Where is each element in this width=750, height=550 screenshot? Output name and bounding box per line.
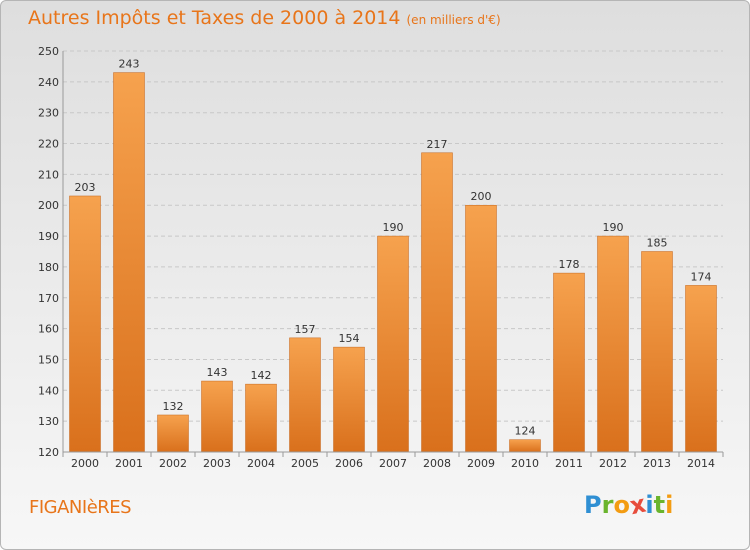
y-tick-label: 250 <box>38 45 59 58</box>
bar <box>245 383 277 453</box>
bar <box>465 204 497 453</box>
bar <box>69 195 101 453</box>
y-tick-label: 150 <box>38 353 59 366</box>
x-tick-label: 2000 <box>71 457 99 470</box>
x-tick-label: 2009 <box>467 457 495 470</box>
x-tick-label: 2010 <box>511 457 539 470</box>
bar <box>421 152 453 453</box>
bar <box>509 439 541 453</box>
bar <box>377 235 409 453</box>
y-tick-label: 130 <box>38 415 59 428</box>
x-tick-label: 2005 <box>291 457 319 470</box>
bar-value-label: 243 <box>119 58 140 71</box>
bar-value-label: 154 <box>339 332 360 345</box>
bar <box>289 337 321 453</box>
x-tick-label: 2004 <box>247 457 275 470</box>
y-tick-label: 140 <box>38 384 59 397</box>
commune-name: FIGANIèRES <box>29 497 132 518</box>
x-tick-label: 2011 <box>555 457 583 470</box>
logo-letter: i <box>645 491 654 519</box>
logo-letter: t <box>653 491 666 519</box>
logo-letter: r <box>601 491 614 519</box>
proxiti-logo: Proxiti <box>584 490 674 521</box>
bar-value-label: 142 <box>251 369 272 382</box>
x-tick-label: 2014 <box>687 457 715 470</box>
y-tick-label: 220 <box>38 138 59 151</box>
axis-layer: 120 130 140 150 160 170 180 190 200 210 220 230 240 2… <box>38 45 724 470</box>
bar-value-label: 132 <box>163 400 184 413</box>
y-tick-label: 240 <box>38 76 59 89</box>
bar <box>201 380 233 453</box>
bar-value-label: 190 <box>383 221 404 234</box>
bar-value-label: 178 <box>559 258 580 271</box>
bar <box>113 72 145 453</box>
x-tick-label: 2006 <box>335 457 363 470</box>
x-tick-label: 2007 <box>379 457 407 470</box>
y-tick-label: 160 <box>38 323 59 336</box>
logo-letter: i <box>665 491 674 519</box>
bar-value-label: 124 <box>515 425 536 438</box>
x-tick-label: 2008 <box>423 457 451 470</box>
y-tick-label: 120 <box>38 446 59 459</box>
x-tick-label: 2001 <box>115 457 143 470</box>
logo-letter: o <box>613 491 630 519</box>
x-tick-label: 2012 <box>599 457 627 470</box>
chart-title-text: Autres Impôts et Taxes de 2000 à 2014 <box>28 7 401 29</box>
y-tick-label: 190 <box>38 230 59 243</box>
y-tick-label: 210 <box>38 168 59 181</box>
bar-value-label: 200 <box>471 190 492 203</box>
bar <box>157 414 189 453</box>
bar <box>597 235 629 453</box>
chart-title: Autres Impôts et Taxes de 2000 à 2014 (en… <box>28 7 501 29</box>
bar-value-label: 157 <box>295 323 316 336</box>
x-tick-label: 2013 <box>643 457 671 470</box>
y-tick-label: 200 <box>38 199 59 212</box>
bar <box>685 285 717 453</box>
y-tick-label: 170 <box>38 292 59 305</box>
y-tick-label: 230 <box>38 107 59 120</box>
bar-value-label: 217 <box>427 138 448 151</box>
chart-unit: (en milliers d'€) <box>406 13 501 27</box>
x-tick-label: 2002 <box>159 457 187 470</box>
bar-value-label: 174 <box>691 270 712 283</box>
bar <box>333 346 365 453</box>
bar-value-label: 203 <box>75 181 96 194</box>
bar-value-label: 185 <box>647 237 668 250</box>
bar-value-label: 143 <box>207 366 228 379</box>
bars-layer <box>69 72 717 453</box>
logo-letter: P <box>584 491 602 519</box>
x-tick-label: 2003 <box>203 457 231 470</box>
bar <box>553 272 585 453</box>
labels-layer: 203 243 132 143 142 157 154 190 217 200 124 178 190 1… <box>75 58 712 438</box>
bar-value-label: 190 <box>603 221 624 234</box>
bar <box>641 251 673 453</box>
y-tick-label: 180 <box>38 261 59 274</box>
